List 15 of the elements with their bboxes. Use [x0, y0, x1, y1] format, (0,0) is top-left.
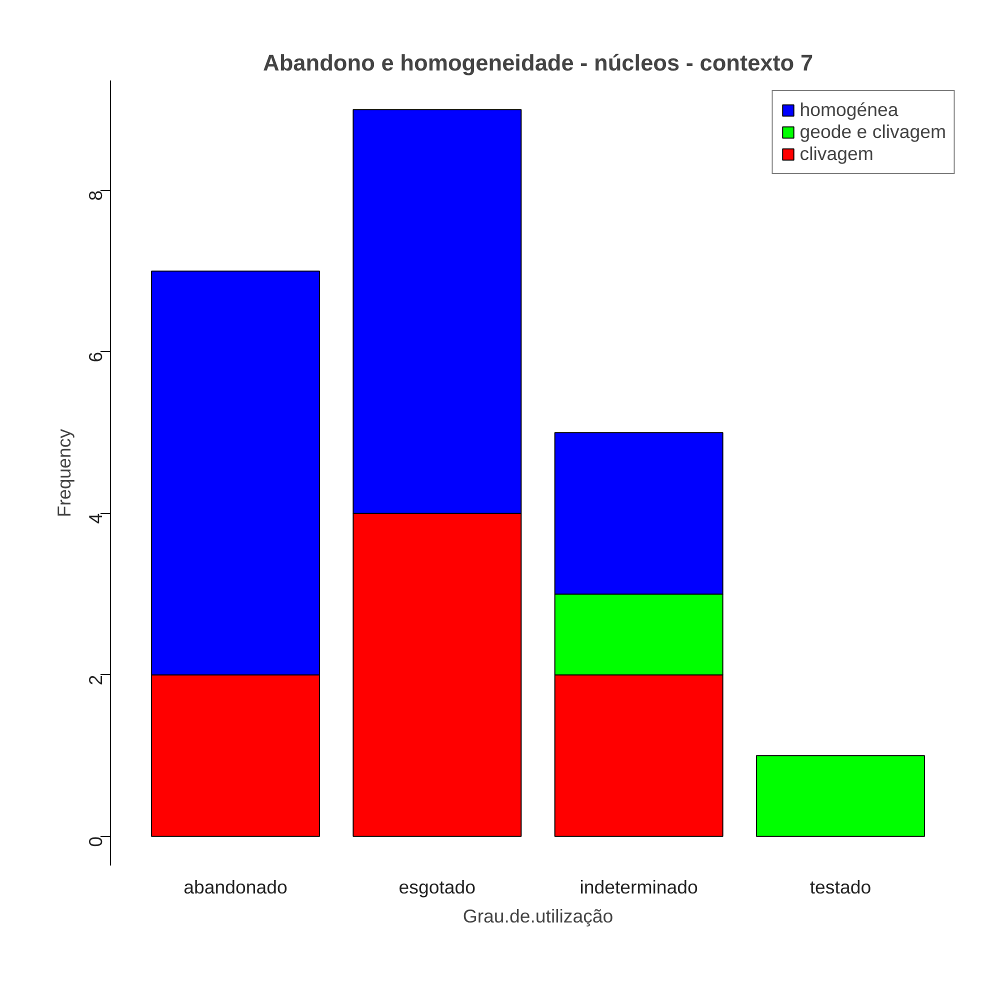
x-tick-label: indeterminado	[580, 876, 698, 898]
legend-label: clivagem	[800, 143, 874, 165]
x-tick-label: abandonado	[184, 876, 288, 898]
x-tick-label: esgotado	[398, 876, 476, 898]
y-tick-label: 0	[85, 836, 106, 847]
x-tick-label: testado	[810, 876, 872, 898]
y-tick-label: 2	[85, 674, 106, 686]
y-tick-label: 4	[85, 513, 106, 524]
x-axis-title: Grau.de.utilização	[462, 906, 614, 926]
y-axis-title: Frequency	[54, 428, 74, 518]
y-tick-label: 6	[85, 352, 106, 362]
chart-title: Abandono e homogeneidade - núcleos - contexto 7	[262, 50, 814, 76]
legend-label: homogénea	[800, 99, 898, 121]
y-tick-label: 8	[85, 190, 106, 201]
legend-label: geode e clivagem	[800, 121, 946, 143]
